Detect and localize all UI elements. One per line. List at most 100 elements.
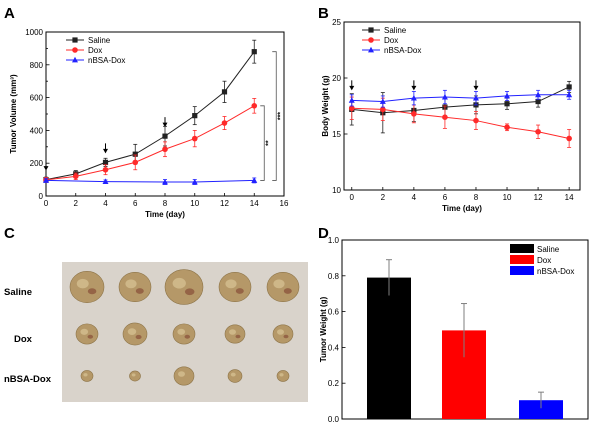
data-point (162, 133, 168, 139)
dosing-arrow-head (103, 148, 108, 154)
data-point (251, 103, 258, 109)
data-point (535, 91, 542, 98)
data-point (102, 159, 109, 165)
series-line (45, 105, 255, 181)
data-point (192, 113, 198, 119)
significance-label: *** (277, 112, 284, 120)
tumor-highlight (177, 328, 186, 335)
bar (519, 400, 563, 419)
y-tick-label: 0.6 (328, 308, 340, 317)
significance-bracket (260, 105, 265, 181)
x-tick-label: 6 (133, 199, 138, 208)
y-tick-label: 200 (30, 159, 44, 168)
data-point (379, 98, 386, 104)
x-tick-label: 0 (350, 193, 355, 202)
tumor (272, 324, 294, 344)
series-line (45, 51, 255, 181)
dosing-arrow-head (162, 122, 168, 128)
tumor-vessel (283, 334, 289, 339)
row-label-saline: Saline (4, 287, 32, 298)
tumor-highlight (225, 279, 237, 289)
y-tick-label: 400 (30, 126, 44, 135)
dosing-arrow-head (473, 85, 479, 91)
x-tick-label: 8 (474, 193, 479, 202)
tumor-highlight (131, 373, 136, 377)
data-point (251, 49, 257, 55)
legend-swatch (510, 244, 534, 253)
data-point (566, 135, 572, 142)
legend-label: Saline (384, 26, 407, 35)
y-axis-label: Tumor Volume (mm³) (9, 74, 18, 154)
y-axis-label: Tumor Weight (g) (319, 296, 328, 362)
y-tick-label: 0 (39, 192, 44, 201)
data-point (348, 105, 355, 112)
data-point (441, 93, 448, 100)
body-weight-chart: 0 2 4 6 8 10 12 14 10 15 20 25 Time (day) Body Weight… (321, 18, 581, 213)
legend-label: nBSA-Dox (384, 46, 421, 55)
tumor (172, 323, 196, 345)
data-point (162, 178, 168, 185)
legend-marker (72, 37, 78, 43)
data-point (221, 120, 228, 126)
tumor-vessel (184, 288, 195, 296)
y-tick-label: 0.0 (328, 415, 340, 424)
y-tick-label: 0.4 (328, 343, 340, 352)
tumor-highlight (279, 373, 284, 377)
legend-label: nBSA-Dox (88, 56, 125, 65)
legend-swatch (510, 266, 534, 275)
significance-bracket (272, 51, 277, 181)
dosing-arrow-head (43, 166, 49, 171)
significance-label: ** (265, 140, 272, 146)
data-point (102, 166, 109, 173)
data-point (504, 101, 510, 107)
tumor-vessel (135, 334, 142, 340)
legend-label: Saline (537, 245, 560, 254)
plot-frame (343, 21, 581, 191)
y-tick-label: 15 (332, 130, 341, 139)
data-point (102, 178, 109, 184)
tumor (122, 322, 148, 346)
tumor-photograph: Saline Dox nBSA-Dox (4, 262, 308, 402)
tumor (75, 323, 99, 345)
tumor-vessel (184, 334, 191, 339)
tumor-highlight (125, 279, 137, 289)
legend-label: Dox (384, 36, 398, 45)
legend-label: Dox (88, 46, 102, 55)
tumor (69, 271, 105, 303)
x-tick-label: 2 (381, 193, 386, 202)
x-tick-label: 16 (280, 199, 289, 208)
data-point (442, 114, 448, 120)
data-point (72, 173, 79, 180)
tumor (218, 271, 252, 303)
data-point (162, 146, 168, 153)
panel-letter-a: A (4, 5, 15, 22)
tumor-vessel (235, 288, 244, 294)
data-point (132, 159, 139, 166)
x-tick-label: 12 (220, 199, 229, 208)
x-tick-label: 6 (443, 193, 448, 202)
legend-swatch (510, 255, 534, 264)
series-line (351, 107, 570, 139)
tumor-highlight (172, 277, 186, 289)
tumor (276, 370, 290, 382)
data-point (380, 106, 386, 113)
tumor-highlight (277, 329, 284, 335)
tumor-vessel (283, 288, 292, 294)
tumor-highlight (178, 371, 185, 377)
x-tick-label: 0 (44, 199, 49, 208)
data-point (43, 177, 49, 183)
x-tick-label: 2 (74, 199, 79, 208)
data-point (251, 177, 258, 183)
data-point (504, 124, 510, 131)
tumor (129, 370, 141, 382)
x-tick-label: 10 (503, 193, 512, 202)
tumor-volume-chart: 0 2 4 6 8 10 12 14 16 0 200 400 600 800 1000 Time (day)… (9, 28, 289, 219)
legend-marker (368, 27, 374, 33)
x-tick-label: 14 (565, 193, 574, 202)
tumor-highlight (127, 328, 137, 335)
tumor-vessel (135, 288, 144, 294)
tumor-highlight (80, 328, 89, 335)
y-tick-label: 1.0 (328, 236, 340, 245)
tumor-vessel (87, 334, 94, 339)
data-point (221, 89, 228, 95)
